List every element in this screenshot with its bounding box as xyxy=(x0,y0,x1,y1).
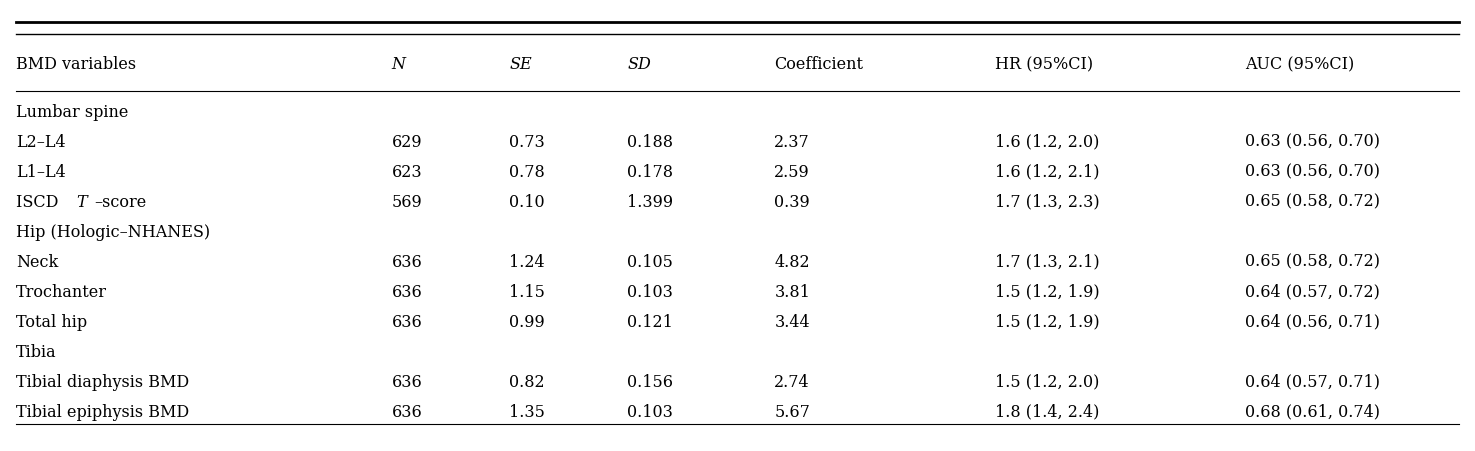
Text: 3.44: 3.44 xyxy=(774,314,810,331)
Text: L1–L4: L1–L4 xyxy=(16,164,66,181)
Text: 0.63 (0.56, 0.70): 0.63 (0.56, 0.70) xyxy=(1245,134,1381,151)
Text: 0.82: 0.82 xyxy=(509,374,544,391)
Text: 0.78: 0.78 xyxy=(509,164,546,181)
Text: 0.156: 0.156 xyxy=(627,374,673,391)
Text: 0.64 (0.57, 0.72): 0.64 (0.57, 0.72) xyxy=(1245,284,1381,301)
Text: L2–L4: L2–L4 xyxy=(16,134,66,151)
Text: Tibial diaphysis BMD: Tibial diaphysis BMD xyxy=(16,374,189,391)
Text: 0.103: 0.103 xyxy=(627,404,673,421)
Text: 1.24: 1.24 xyxy=(509,254,544,271)
Text: 0.103: 0.103 xyxy=(627,284,673,301)
Text: 3.81: 3.81 xyxy=(774,284,810,301)
Text: 1.6 (1.2, 2.1): 1.6 (1.2, 2.1) xyxy=(996,164,1100,181)
Text: 1.399: 1.399 xyxy=(627,194,673,211)
Text: Trochanter: Trochanter xyxy=(16,284,108,301)
Text: SE: SE xyxy=(509,56,532,73)
Text: 636: 636 xyxy=(391,374,422,391)
Text: Tibial epiphysis BMD: Tibial epiphysis BMD xyxy=(16,404,189,421)
Text: 1.6 (1.2, 2.0): 1.6 (1.2, 2.0) xyxy=(996,134,1099,151)
Text: 0.68 (0.61, 0.74): 0.68 (0.61, 0.74) xyxy=(1245,404,1381,421)
Text: 1.7 (1.3, 2.1): 1.7 (1.3, 2.1) xyxy=(996,254,1100,271)
Text: HR (95%CI): HR (95%CI) xyxy=(996,56,1093,73)
Text: 1.5 (1.2, 1.9): 1.5 (1.2, 1.9) xyxy=(996,314,1100,331)
Text: 636: 636 xyxy=(391,284,422,301)
Text: Tibia: Tibia xyxy=(16,344,56,361)
Text: 1.8 (1.4, 2.4): 1.8 (1.4, 2.4) xyxy=(996,404,1099,421)
Text: –score: –score xyxy=(94,194,146,211)
Text: 2.74: 2.74 xyxy=(774,374,810,391)
Text: 4.82: 4.82 xyxy=(774,254,810,271)
Text: 5.67: 5.67 xyxy=(774,404,810,421)
Text: SD: SD xyxy=(627,56,650,73)
Text: 569: 569 xyxy=(391,194,422,211)
Text: 0.65 (0.58, 0.72): 0.65 (0.58, 0.72) xyxy=(1245,254,1381,271)
Text: 2.59: 2.59 xyxy=(774,164,810,181)
Text: 0.64 (0.57, 0.71): 0.64 (0.57, 0.71) xyxy=(1245,374,1381,391)
Text: 0.121: 0.121 xyxy=(627,314,673,331)
Text: 0.73: 0.73 xyxy=(509,134,546,151)
Text: 1.5 (1.2, 1.9): 1.5 (1.2, 1.9) xyxy=(996,284,1100,301)
Text: 1.7 (1.3, 2.3): 1.7 (1.3, 2.3) xyxy=(996,194,1100,211)
Text: 636: 636 xyxy=(391,404,422,421)
Text: Hip (Hologic–NHANES): Hip (Hologic–NHANES) xyxy=(16,224,211,241)
Text: AUC (95%CI): AUC (95%CI) xyxy=(1245,56,1354,73)
Text: 0.10: 0.10 xyxy=(509,194,544,211)
Text: 629: 629 xyxy=(391,134,422,151)
Text: Neck: Neck xyxy=(16,254,59,271)
Text: 636: 636 xyxy=(391,254,422,271)
Text: 0.39: 0.39 xyxy=(774,194,810,211)
Text: 636: 636 xyxy=(391,314,422,331)
Text: N: N xyxy=(391,56,406,73)
Text: ISCD: ISCD xyxy=(16,194,63,211)
Text: Total hip: Total hip xyxy=(16,314,87,331)
Text: 0.178: 0.178 xyxy=(627,164,673,181)
Text: T: T xyxy=(77,194,87,211)
Text: 0.105: 0.105 xyxy=(627,254,673,271)
Text: 0.63 (0.56, 0.70): 0.63 (0.56, 0.70) xyxy=(1245,164,1381,181)
Text: 2.37: 2.37 xyxy=(774,134,810,151)
Text: 1.5 (1.2, 2.0): 1.5 (1.2, 2.0) xyxy=(996,374,1099,391)
Text: 0.99: 0.99 xyxy=(509,314,546,331)
Text: 623: 623 xyxy=(391,164,422,181)
Text: 0.64 (0.56, 0.71): 0.64 (0.56, 0.71) xyxy=(1245,314,1381,331)
Text: 1.35: 1.35 xyxy=(509,404,546,421)
Text: BMD variables: BMD variables xyxy=(16,56,136,73)
Text: 0.188: 0.188 xyxy=(627,134,673,151)
Text: 0.65 (0.58, 0.72): 0.65 (0.58, 0.72) xyxy=(1245,194,1381,211)
Text: Coefficient: Coefficient xyxy=(774,56,863,73)
Text: Lumbar spine: Lumbar spine xyxy=(16,104,128,121)
Text: 1.15: 1.15 xyxy=(509,284,546,301)
